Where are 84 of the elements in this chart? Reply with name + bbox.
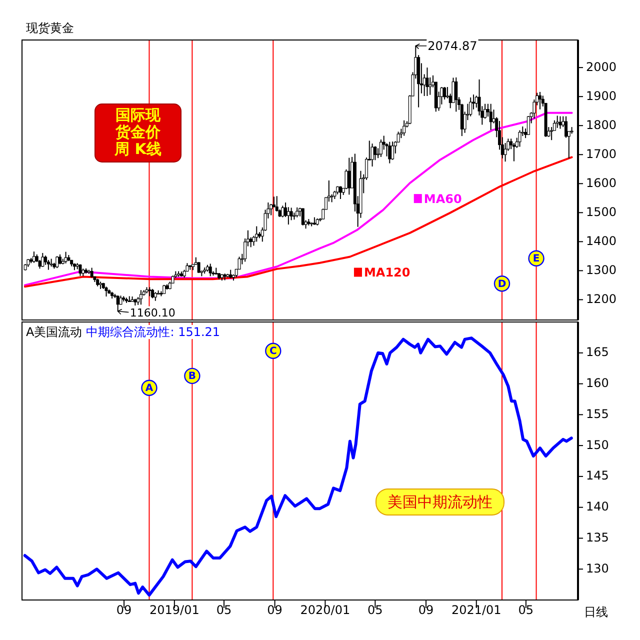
candlestick [56, 256, 59, 269]
annotation: 1160.10 [130, 306, 176, 320]
y-tick-label: 165 [586, 345, 609, 360]
annotation: 国际现 [116, 106, 162, 124]
annotation: 中期综合流动性: 151.21 [86, 325, 220, 339]
candlestick [281, 205, 284, 218]
x-tick-label: 09 [116, 603, 132, 617]
candlestick [446, 86, 449, 99]
x-tick-label: 09 [418, 603, 434, 617]
candlestick [90, 267, 94, 278]
candlestick [518, 130, 522, 148]
annotation: 周 K线 [114, 140, 162, 158]
y-tick-label: 145 [586, 468, 609, 483]
ref-line-label: C [269, 346, 277, 358]
ref-line-label: E [532, 254, 540, 265]
candlestick [443, 86, 446, 100]
y-tick-label: 1600 [586, 176, 617, 190]
candlestick [139, 290, 142, 306]
candlestick [58, 254, 62, 265]
text: 日线 [584, 605, 608, 619]
candlestick [290, 207, 293, 221]
candlestick [151, 288, 154, 299]
candlestick [402, 120, 406, 136]
annotation: 美国中期流动性 [388, 493, 492, 512]
candlestick [370, 143, 374, 168]
x-tick-label: 09 [267, 603, 282, 617]
candlestick [46, 259, 50, 270]
x-tick-label: 05 [216, 603, 232, 617]
y-tick-label: 1200 [586, 292, 617, 306]
candlestick [348, 157, 351, 196]
y-tick-label: 1400 [586, 234, 617, 248]
candlestick [469, 96, 472, 117]
candlestick [41, 252, 44, 268]
x-tick-label: 2021/01 [451, 603, 502, 617]
y-tick-label: 140 [586, 500, 609, 514]
candlestick [249, 236, 252, 248]
candlestick [504, 142, 507, 162]
legend-label: MA120 [364, 266, 410, 280]
x-tick-label: 2020/01 [300, 603, 350, 617]
candlestick [338, 186, 342, 200]
candlestick [296, 206, 299, 218]
annotation: 货金价 [114, 123, 162, 141]
candlestick [489, 103, 492, 130]
ref-line-label: A [145, 383, 154, 394]
candlestick [538, 91, 542, 110]
x-tick-label: 2019/01 [149, 603, 200, 617]
annotation: 2074.87 [428, 38, 478, 53]
candlestick [512, 142, 516, 162]
candlestick [388, 141, 392, 164]
line-series [23, 336, 573, 597]
candlestick [255, 226, 258, 242]
ref-line-label: D [498, 278, 506, 290]
candlestick [286, 206, 290, 226]
y-tick-label: 150 [586, 438, 609, 452]
candlestick [558, 116, 562, 130]
y-tick-label: 1300 [586, 262, 617, 277]
y-tick-label: 1500 [586, 204, 617, 219]
candlestick [428, 76, 432, 96]
candlestick [379, 139, 382, 158]
y-tick-label: 135 [586, 530, 609, 545]
x-tick-label: 05 [518, 603, 534, 617]
y-tick-label: 2000 [586, 60, 617, 74]
candlestick [426, 67, 429, 96]
y-tick-label: 1900 [586, 88, 617, 103]
candlestick [564, 116, 568, 138]
candlestick [104, 286, 108, 297]
ref-line-label: B [188, 371, 196, 382]
chart-title: A美国流动 [26, 325, 82, 339]
candlestick [208, 263, 212, 277]
candlestick [301, 208, 304, 226]
y-tick-label: 1800 [586, 118, 617, 132]
y-tick-label: 130 [586, 561, 609, 576]
candlestick [391, 141, 394, 160]
chart-title: 现货黄金 [26, 21, 74, 35]
y-tick-label: 1700 [586, 146, 617, 161]
y-tick-label: 155 [586, 406, 609, 421]
candlestick [550, 126, 554, 141]
legend-label: MA60 [424, 192, 462, 206]
y-tick-label: 160 [586, 376, 609, 390]
x-tick-label: 05 [368, 603, 383, 617]
candlestick [454, 76, 458, 112]
candlestick [272, 196, 276, 208]
candlestick [526, 116, 530, 136]
candlestick [32, 251, 36, 264]
